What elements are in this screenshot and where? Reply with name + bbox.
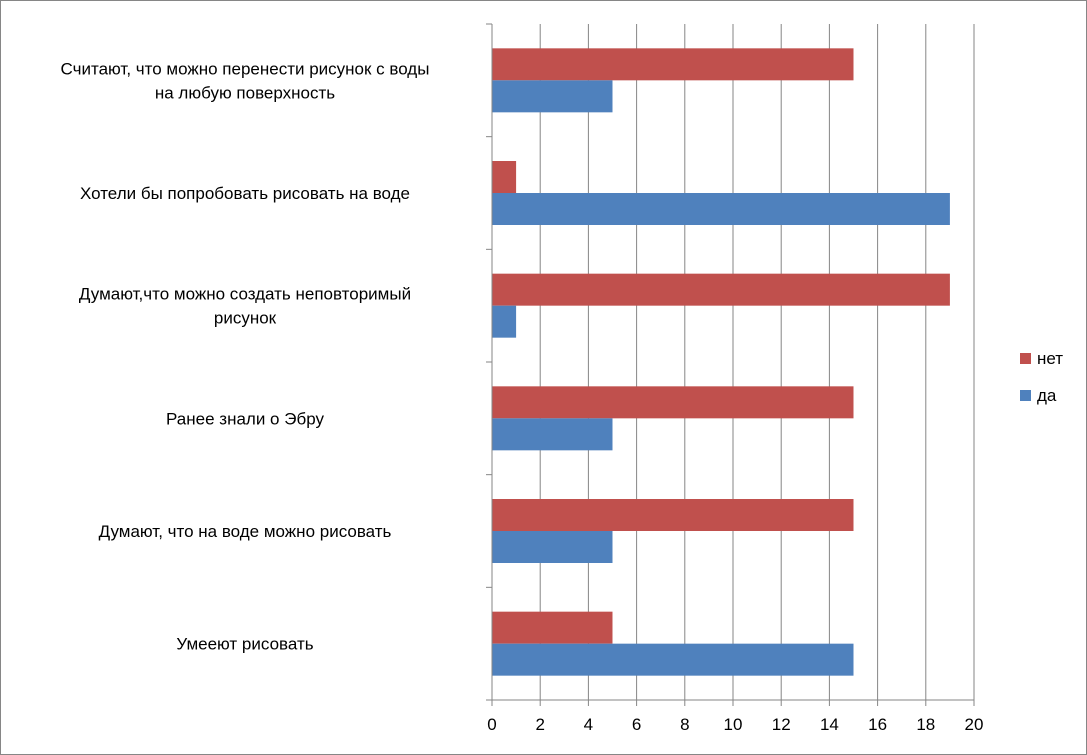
category-labels: Умееют рисовать Думают, что на воде можно… [61, 59, 430, 653]
legend-swatch [1020, 390, 1031, 401]
legend-label: да [1037, 386, 1057, 405]
bars [492, 48, 950, 676]
category-label: Ранее знали о Эбру [166, 409, 324, 428]
bar-net [492, 499, 854, 531]
bar-net [492, 161, 517, 193]
bar-net [492, 611, 613, 644]
x-tick-label: 12 [772, 715, 791, 734]
bar-net [492, 386, 854, 419]
bar-da [492, 305, 517, 338]
x-tick-label: 20 [965, 715, 984, 734]
bar-da [492, 531, 613, 563]
legend-label: нет [1037, 349, 1063, 368]
x-tick-label: 6 [632, 715, 641, 734]
bar-da [492, 643, 854, 676]
legend-swatch [1020, 353, 1031, 364]
x-tick-label: 2 [535, 715, 544, 734]
bar-da [492, 418, 613, 451]
bar-net [492, 273, 950, 306]
legend: нет да [1020, 349, 1063, 405]
x-tick-label: 0 [487, 715, 496, 734]
bar-da [492, 193, 950, 225]
x-tick-label: 14 [820, 715, 839, 734]
x-tick-label: 4 [584, 715, 593, 734]
category-label: Считают, что можно перенести рисунок с в… [61, 59, 430, 102]
gridlines [539, 24, 975, 700]
category-label: Думают,что можно создать неповторимый рис… [79, 285, 411, 328]
x-tick-label: 18 [916, 715, 935, 734]
x-tick-label: 8 [680, 715, 689, 734]
category-label: Умееют рисовать [176, 635, 313, 654]
category-label: Хотели бы попробовать рисовать на воде [80, 184, 410, 203]
bar-da [492, 80, 613, 113]
category-label: Думают, что на воде можно рисовать [99, 522, 392, 541]
x-tick-label: 16 [868, 715, 887, 734]
bar-net [492, 48, 854, 81]
x-tick-label: 10 [724, 715, 743, 734]
axes: 0 2 4 6 8 10 12 14 16 18 20 [486, 23, 984, 734]
